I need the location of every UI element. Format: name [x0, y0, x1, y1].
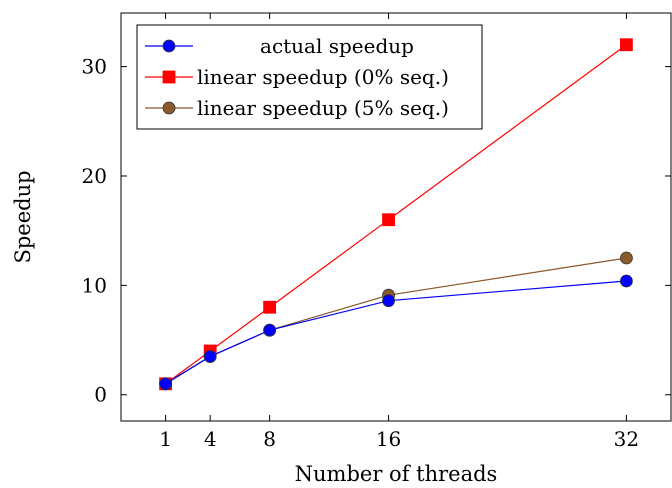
plot-marks: [159, 38, 633, 391]
data-point: [620, 38, 633, 52]
y-tick-label: 30: [82, 55, 107, 79]
legend-label: linear speedup (0% seq.): [197, 65, 449, 89]
series-line: [165, 257, 627, 385]
legend: actual speedup linear speedup (0% seq.) li…: [136, 24, 483, 130]
x-tick-label: 1: [159, 427, 172, 451]
data-point: [263, 323, 277, 337]
data-point: [159, 377, 172, 391]
legend-label: linear speedup (5% seq.): [197, 96, 449, 120]
y-tick-label: 20: [82, 164, 107, 188]
data-point: [620, 251, 633, 265]
data-point: [203, 350, 217, 363]
legend-marker: [162, 39, 176, 53]
y-axis-label: Speedup: [11, 170, 35, 263]
plot-frame: [120, 12, 672, 422]
x-tick-label: 8: [263, 427, 276, 451]
y-tick-label: 10: [82, 273, 107, 297]
data-point: [382, 213, 395, 227]
data-point: [263, 300, 277, 314]
x-tick-label: 32: [614, 427, 639, 451]
axis-ticks: 1 4 8 16 32 0 10 20 30: [82, 13, 671, 451]
legend-marker: [162, 70, 176, 84]
x-tick-label: 4: [204, 427, 217, 451]
legend-box: [136, 24, 483, 130]
legend-marker: [162, 101, 176, 115]
y-tick-label: 0: [94, 383, 107, 407]
data-point: [382, 294, 395, 308]
legend-label: actual speedup: [260, 34, 414, 58]
data-point: [620, 274, 633, 288]
x-axis-label: Number of threads: [295, 462, 498, 486]
x-tick-label: 16: [376, 427, 401, 451]
